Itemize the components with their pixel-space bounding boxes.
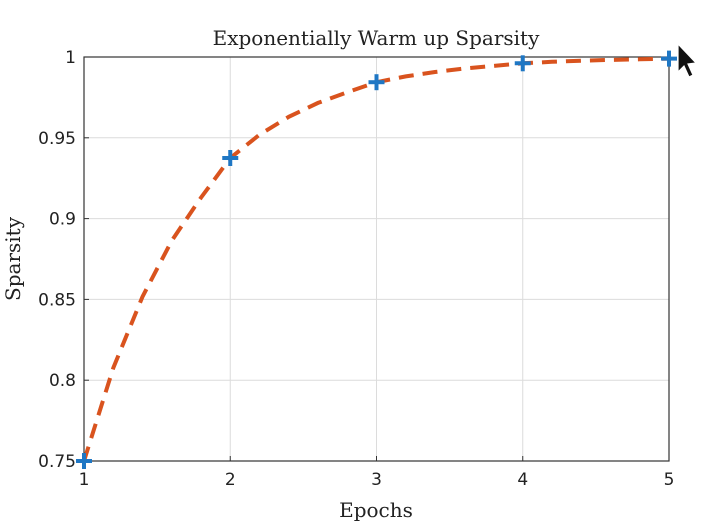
data-point-marker xyxy=(661,50,677,67)
x-tick-label: 5 xyxy=(664,470,675,490)
y-tick-label: 0.75 xyxy=(38,452,76,472)
chart-title: Exponentially Warm up Sparsity xyxy=(213,26,540,50)
data-point-marker xyxy=(514,55,531,72)
y-tick-label: 0.85 xyxy=(38,290,76,310)
data-point-marker xyxy=(368,74,385,91)
y-axis-label: Sparsity xyxy=(1,216,25,301)
data-point-marker xyxy=(76,453,92,469)
x-tick-label: 1 xyxy=(79,470,90,490)
x-axis-label: Epochs xyxy=(339,498,413,522)
x-tick-label: 3 xyxy=(371,470,382,490)
data-points xyxy=(76,50,677,469)
y-tick-label: 0.9 xyxy=(49,210,76,230)
tick-labels: 1 2 3 4 5 0.75 0.8 0.85 0.9 0.95 1 xyxy=(38,48,674,490)
x-tick-label: 4 xyxy=(517,470,528,490)
grid xyxy=(83,56,670,462)
x-tick-label: 2 xyxy=(225,470,236,490)
data-point-marker xyxy=(222,150,239,166)
mouse-cursor-icon xyxy=(677,42,698,78)
y-tick-label: 0.95 xyxy=(38,129,76,149)
y-tick-label: 1 xyxy=(65,48,76,68)
y-tick-label: 0.8 xyxy=(49,371,76,391)
